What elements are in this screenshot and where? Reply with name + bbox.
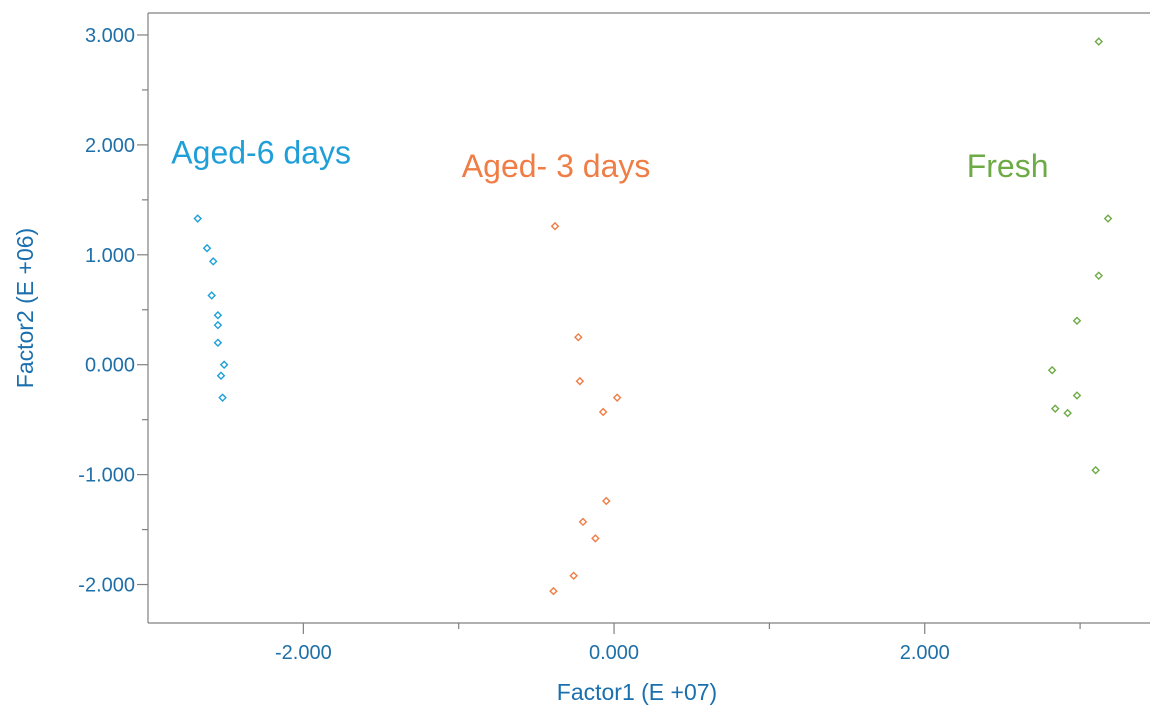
series-label: Aged-6 days <box>171 135 351 171</box>
data-point <box>569 571 578 581</box>
data-point <box>216 371 226 380</box>
y-tick-label: 0.000 <box>85 355 135 377</box>
data-point <box>193 214 203 223</box>
series-fresh <box>1047 37 1113 475</box>
data-point <box>612 393 622 402</box>
data-point <box>591 534 600 543</box>
data-point <box>202 243 212 253</box>
x-tick-label: -2.000 <box>275 642 332 664</box>
data-point <box>1063 408 1072 418</box>
data-point <box>213 310 223 320</box>
y-tick-label: -1.000 <box>78 465 135 487</box>
data-point <box>218 393 227 402</box>
data-point <box>1047 365 1057 375</box>
x-tick-label: 0.000 <box>589 642 639 664</box>
data-point <box>213 338 223 348</box>
data-point <box>219 360 229 370</box>
data-point <box>1072 316 1082 326</box>
y-tick-label: -2.000 <box>78 575 135 597</box>
data-point <box>575 376 585 386</box>
x-tick-label: 2.000 <box>900 642 950 664</box>
y-tick-label: 1.000 <box>85 245 135 267</box>
x-axis: -2.000 0.000 2.000 <box>275 623 1081 664</box>
data-point <box>207 291 216 300</box>
data-point <box>213 320 223 330</box>
data-point <box>1072 391 1082 400</box>
data-point <box>601 496 611 506</box>
series-label: Fresh <box>967 148 1049 184</box>
data-point <box>1094 37 1104 46</box>
series-aged-6-days <box>193 214 229 402</box>
data-point <box>1050 404 1060 413</box>
data-point <box>549 586 558 596</box>
series-aged-3-days <box>549 221 622 596</box>
data-point <box>1103 214 1113 223</box>
data-point <box>574 332 583 342</box>
data-point <box>1094 271 1104 280</box>
plot-area <box>147 12 1150 624</box>
series-labels: Aged-6 days Aged- 3 days Fresh <box>171 135 1048 184</box>
y-tick-label: 3.000 <box>85 25 135 47</box>
y-axis: -2.000 -1.000 0.000 1.000 2.000 3.000 <box>78 25 148 597</box>
data-point <box>208 257 218 266</box>
data-point <box>550 221 560 231</box>
series-label: Aged- 3 days <box>462 148 651 184</box>
y-tick-label: 2.000 <box>85 135 135 157</box>
data-point <box>578 517 588 527</box>
data-point <box>1091 465 1100 475</box>
data-points <box>193 37 1113 596</box>
data-point <box>598 407 608 417</box>
y-axis-title: Factor2 (E +06) <box>12 228 38 388</box>
x-axis-title: Factor1 (E +07) <box>557 679 717 705</box>
